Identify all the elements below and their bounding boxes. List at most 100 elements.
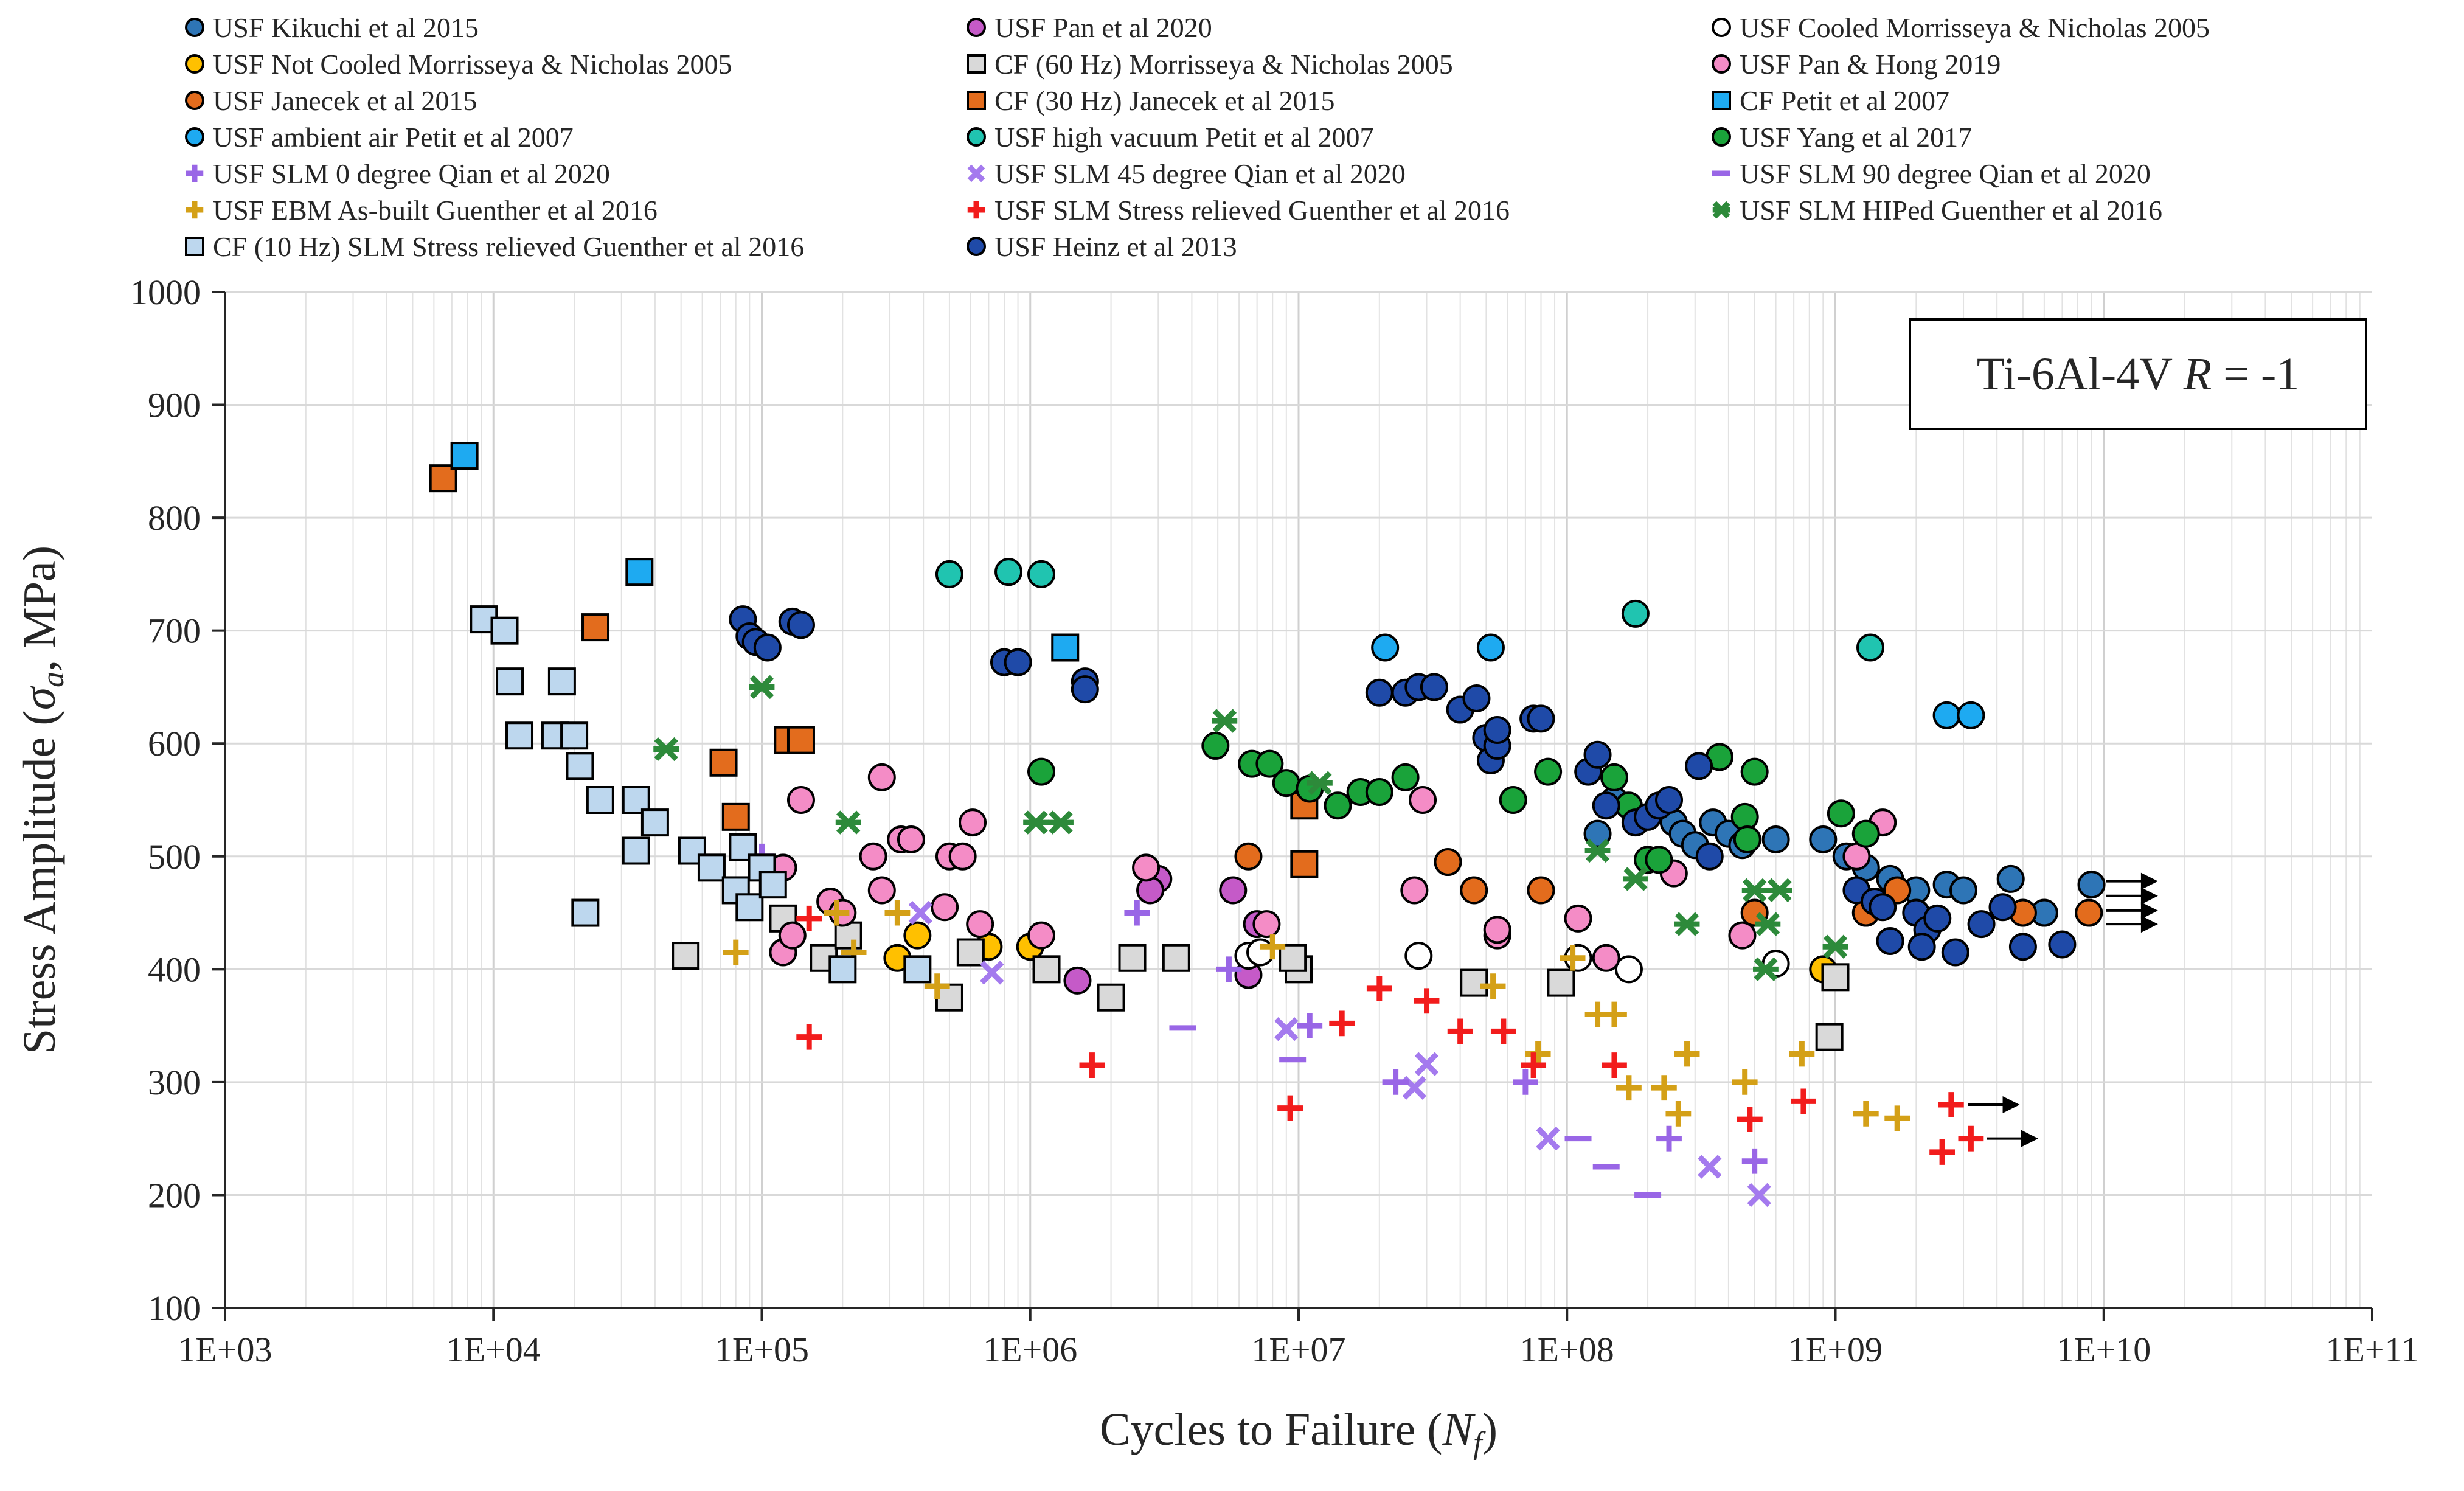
data-point bbox=[1409, 786, 1437, 814]
series-9 bbox=[1371, 633, 1985, 729]
runout-arrow-head bbox=[2140, 916, 2158, 933]
data-point bbox=[1737, 1107, 1763, 1133]
data-point bbox=[966, 910, 994, 939]
legend-marker bbox=[1712, 91, 1731, 110]
legend-marker bbox=[186, 201, 204, 219]
legend-entry: USF Pan & Hong 2019 bbox=[1712, 49, 2001, 80]
data-point bbox=[1272, 769, 1300, 798]
data-point bbox=[1525, 1041, 1551, 1067]
data-point bbox=[1079, 1052, 1105, 1078]
series-10 bbox=[935, 558, 1885, 662]
data-point bbox=[490, 616, 519, 645]
legend-marker bbox=[185, 18, 204, 37]
data-point bbox=[935, 560, 963, 588]
y-tick-label: 300 bbox=[148, 1063, 201, 1102]
data-point bbox=[1460, 876, 1488, 905]
series-19 bbox=[729, 605, 2077, 967]
legend-entry: USF SLM 90 degree Qian et al 2020 bbox=[1712, 158, 2151, 189]
data-point bbox=[1420, 673, 1448, 701]
data-point bbox=[1755, 912, 1781, 936]
data-point bbox=[859, 842, 887, 871]
data-point bbox=[1162, 944, 1190, 972]
annotation-box bbox=[1909, 318, 2367, 430]
data-point bbox=[1685, 752, 1713, 780]
data-point bbox=[1307, 771, 1333, 795]
data-point bbox=[924, 973, 950, 999]
data-point bbox=[758, 871, 787, 899]
data-point bbox=[1602, 1001, 1627, 1027]
legend-label: USF SLM Stress relieved Guenther et al 2… bbox=[994, 195, 1510, 226]
x-tick-label: 1E+03 bbox=[178, 1330, 272, 1369]
data-point bbox=[566, 752, 594, 780]
x-tick-label: 1E+05 bbox=[715, 1330, 809, 1369]
data-point bbox=[1674, 1041, 1700, 1067]
runout-arrow-head bbox=[2140, 872, 2158, 890]
data-point bbox=[1329, 1010, 1355, 1037]
legend-label: USF high vacuum Petit et al 2007 bbox=[994, 122, 1374, 153]
legend-label: USF Janecek et al 2015 bbox=[213, 85, 477, 116]
legend-label: USF Kikuchi et al 2015 bbox=[213, 12, 479, 43]
x-tick-label: 1E+09 bbox=[1788, 1330, 1883, 1369]
legend-marker bbox=[186, 164, 204, 182]
data-point bbox=[1809, 825, 1838, 853]
data-point bbox=[1766, 878, 1792, 903]
data-point bbox=[1988, 893, 2017, 922]
data-point bbox=[1695, 842, 1724, 871]
x-tick-label: 1E+06 bbox=[983, 1330, 1077, 1369]
data-point bbox=[931, 893, 959, 922]
data-point bbox=[622, 786, 650, 814]
data-point bbox=[1996, 864, 2025, 893]
y-tick-label: 100 bbox=[148, 1288, 201, 1328]
data-point bbox=[2075, 898, 2103, 927]
x-tick-label: 1E+08 bbox=[1520, 1330, 1614, 1369]
data-point bbox=[1876, 926, 1904, 955]
y-tick-label: 200 bbox=[148, 1175, 201, 1215]
legend-entry: USF Not Cooled Morrisseya & Nicholas 200… bbox=[185, 49, 732, 80]
legend-entry: USF Pan et al 2020 bbox=[967, 12, 1212, 43]
legend-label: USF ambient air Petit et al 2007 bbox=[213, 122, 574, 153]
data-point bbox=[835, 810, 861, 835]
data-point bbox=[994, 558, 1023, 586]
data-point bbox=[1260, 934, 1286, 960]
data-point bbox=[1391, 763, 1420, 791]
legend-label: CF (30 Hz) Janecek et al 2015 bbox=[994, 85, 1335, 116]
data-point bbox=[450, 442, 479, 470]
data-point bbox=[1560, 945, 1586, 971]
data-point bbox=[1665, 1100, 1692, 1127]
data-point bbox=[786, 786, 815, 814]
data-point bbox=[1761, 825, 1790, 853]
legend-entry: CF (30 Hz) Janecek et al 2015 bbox=[967, 85, 1335, 116]
legend-label: USF Pan et al 2020 bbox=[994, 12, 1212, 43]
data-point bbox=[1957, 701, 1985, 729]
data-point bbox=[1023, 810, 1049, 835]
legend-entry: USF SLM Stress relieved Guenther et al 2… bbox=[967, 195, 1510, 226]
legend-entry: USF ambient air Petit et al 2007 bbox=[185, 122, 574, 153]
data-point bbox=[653, 737, 679, 762]
legend-marker bbox=[185, 127, 204, 147]
data-point bbox=[1884, 1105, 1910, 1131]
legend-marker bbox=[967, 201, 985, 219]
material-annotation: Ti-6Al-4V R = -1 bbox=[1909, 318, 2367, 430]
data-point bbox=[1279, 944, 1307, 972]
legend: USF Kikuchi et al 2015 USF Pan et al 2020… bbox=[185, 12, 2210, 262]
data-point bbox=[697, 853, 726, 882]
data-point bbox=[956, 938, 985, 967]
data-point bbox=[1366, 975, 1392, 1001]
legend-marker bbox=[185, 54, 204, 74]
data-point bbox=[1048, 810, 1074, 835]
legend-marker bbox=[967, 164, 985, 182]
data-point bbox=[1480, 973, 1506, 999]
data-point bbox=[1462, 684, 1491, 712]
y-tick-label: 800 bbox=[148, 498, 201, 538]
series-7 bbox=[429, 464, 1319, 878]
data-point bbox=[1821, 963, 1850, 992]
series-15 bbox=[723, 900, 1910, 1131]
legend-marker bbox=[1712, 18, 1731, 37]
x-tick-label: 1E+07 bbox=[1251, 1330, 1345, 1369]
x-tick-label: 1E+04 bbox=[446, 1330, 541, 1369]
data-point bbox=[786, 726, 815, 754]
data-point bbox=[2077, 871, 2106, 899]
data-point bbox=[2008, 933, 2037, 961]
data-point bbox=[1949, 876, 1978, 905]
data-point bbox=[1097, 983, 1125, 1012]
